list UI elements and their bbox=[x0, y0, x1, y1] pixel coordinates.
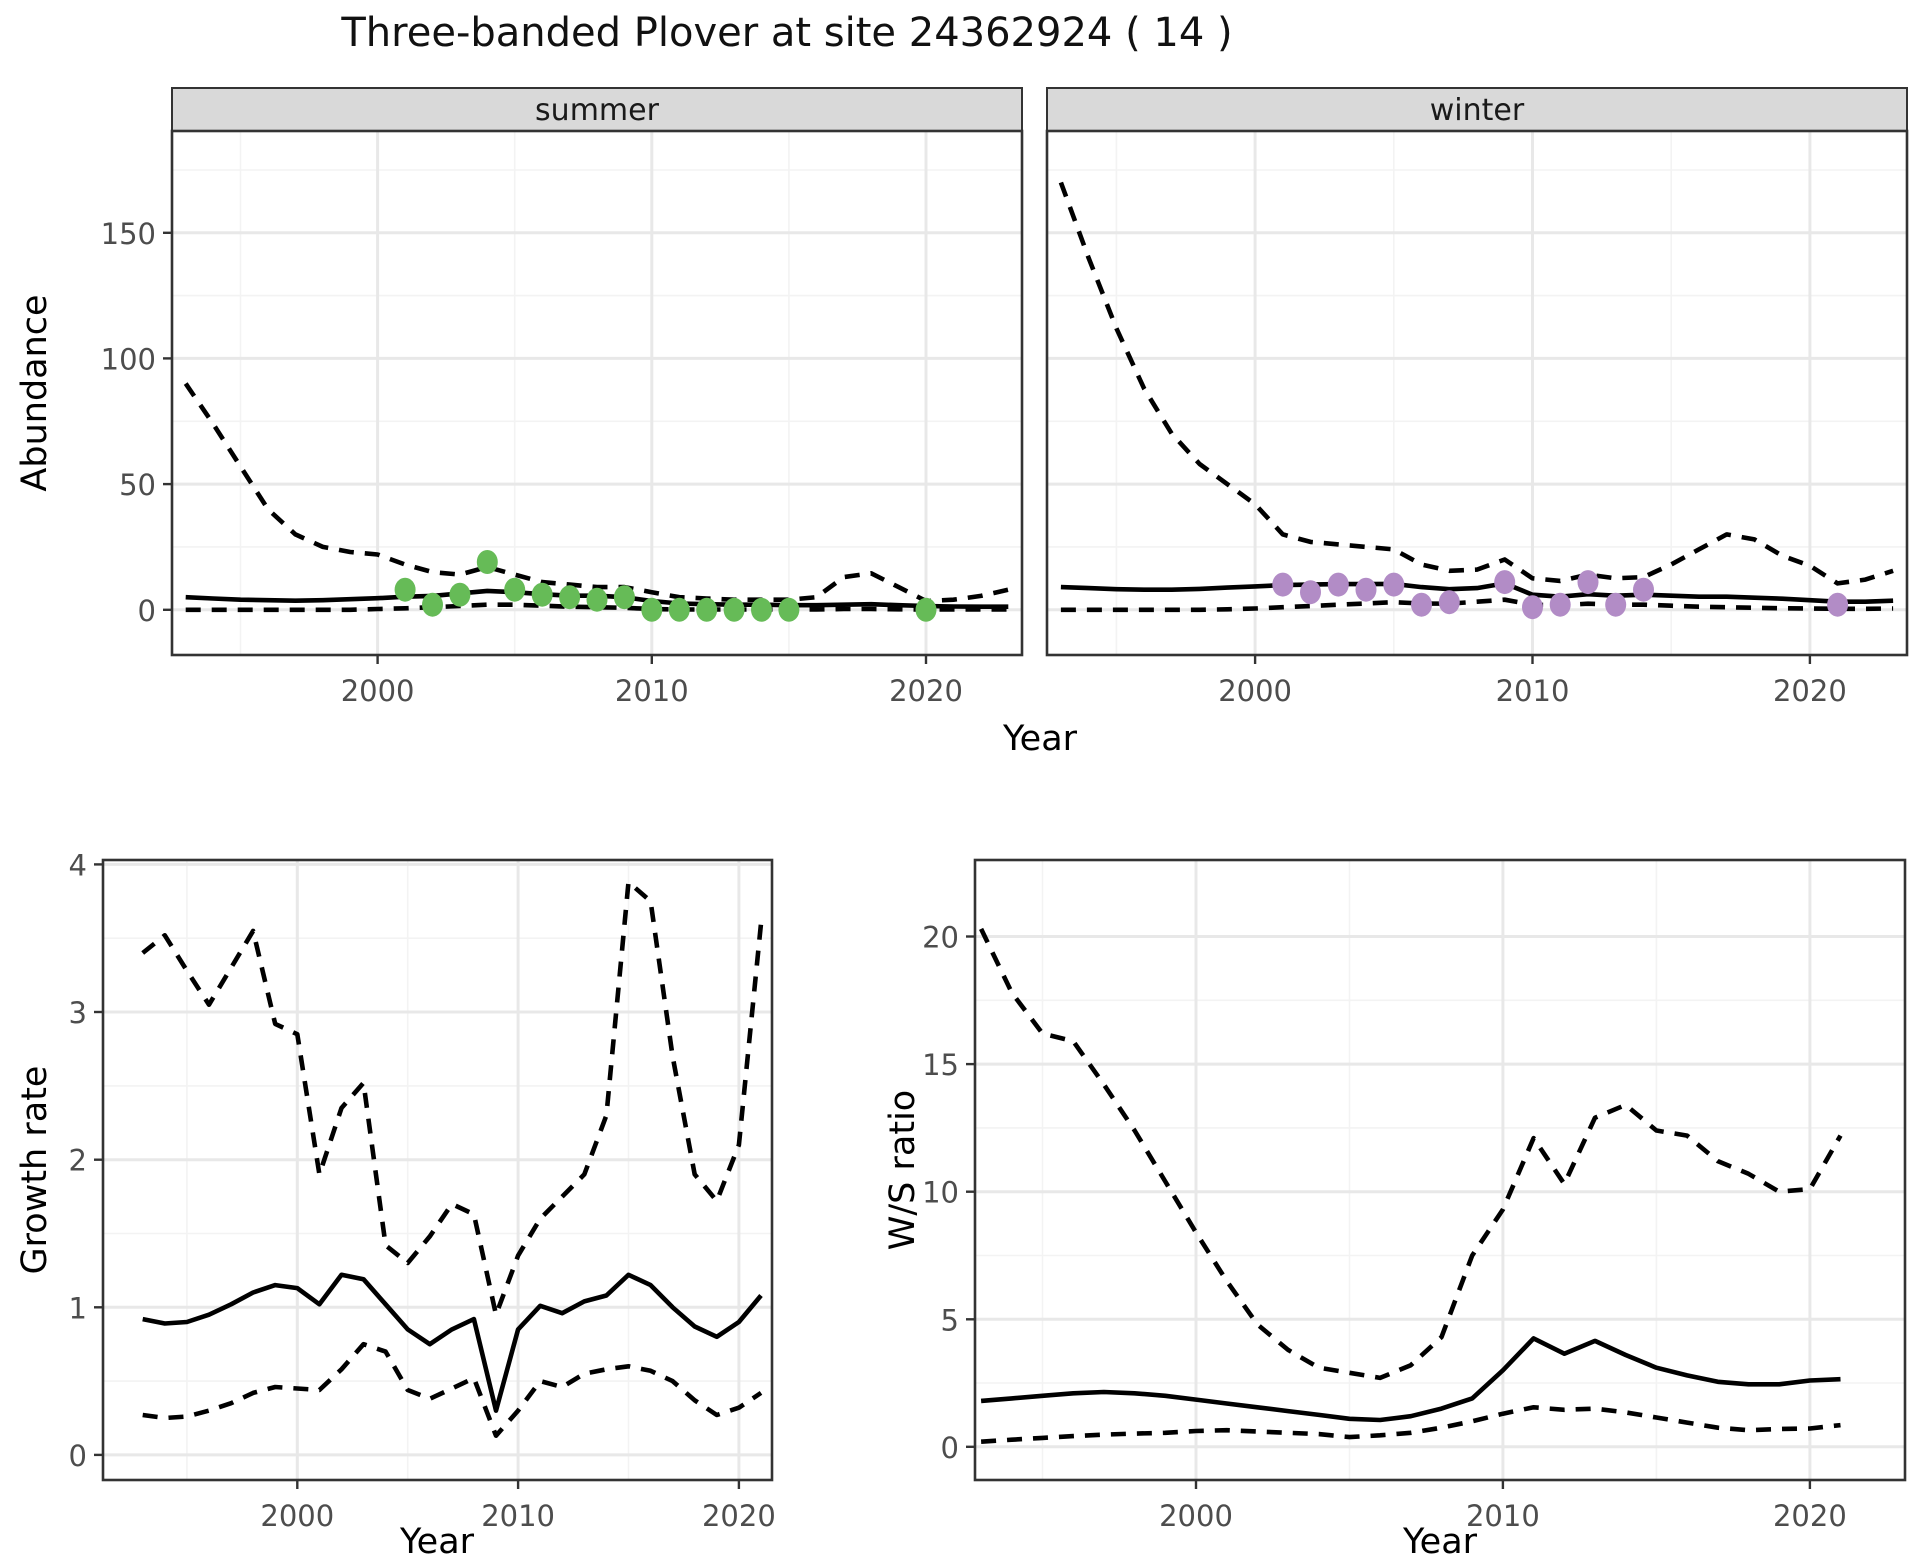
abundance_winter-observed-point bbox=[1494, 570, 1516, 595]
x-tick-label: 2000 bbox=[1159, 1499, 1233, 1533]
abundance_winter-observed-point bbox=[1383, 572, 1405, 597]
panel-background bbox=[1047, 131, 1907, 655]
x-tick-label: 2020 bbox=[1773, 674, 1847, 708]
abundance_winter-observed-point bbox=[1633, 577, 1654, 602]
abundance_winter-observed-point bbox=[1577, 570, 1599, 595]
abundance_winter-upper_ci-line bbox=[1058, 181, 1894, 586]
y-tick-label: 1 bbox=[69, 1291, 87, 1325]
abundance_winter-observed-point bbox=[1300, 580, 1321, 605]
abundance_summer-observed-point bbox=[449, 582, 471, 607]
abundance_summer-observed-point bbox=[586, 587, 608, 612]
year-axis-label-bottom-left: Year bbox=[399, 1522, 475, 1560]
x-tick-label: 2020 bbox=[889, 674, 963, 708]
year-axis-label-top: Year bbox=[1002, 719, 1078, 759]
ws_ratio-lower_ci-line bbox=[980, 1405, 1841, 1444]
abundance_summer-observed-point bbox=[531, 582, 553, 607]
y-tick-label: 5 bbox=[941, 1303, 959, 1337]
panel-background bbox=[975, 860, 1905, 1480]
panel-abundance-summer: 2000 2010 2020 0 50 100 150 bbox=[101, 129, 1024, 708]
growth_rate-lower_ci-line bbox=[142, 1341, 763, 1438]
abundance_summer-observed-point bbox=[696, 597, 718, 622]
growth_rate-upper_ci-line bbox=[141, 879, 764, 1317]
abundance_winter-observed-point bbox=[1438, 590, 1460, 615]
x-tick-label: 2000 bbox=[260, 1499, 334, 1533]
facet-strip-summer bbox=[171, 87, 1023, 132]
y-tick-label: 10 bbox=[922, 1176, 959, 1210]
abundance_summer-observed-point bbox=[559, 585, 581, 610]
y-tick-label: 15 bbox=[922, 1048, 959, 1082]
y-tick-label: 0 bbox=[138, 594, 156, 628]
abundance_summer-observed-point bbox=[613, 585, 635, 610]
panel-ws-ratio: 2000 2010 2020 0 5 10 15 20 bbox=[922, 858, 1907, 1533]
abundance_summer-observed-point bbox=[504, 577, 526, 602]
abundance_summer-observed-point bbox=[422, 592, 443, 617]
ws-ratio-axis-label: W/S ratio bbox=[883, 1090, 923, 1250]
panel-background bbox=[103, 860, 772, 1480]
abundance_summer-observed-point bbox=[751, 597, 772, 622]
ws_ratio-median-line bbox=[980, 1336, 1841, 1423]
panel-growth-rate: 2000 2010 2020 0 1 2 3 4 bbox=[69, 848, 776, 1533]
abundance_summer-observed-point bbox=[641, 597, 663, 622]
abundance_summer-observed-point bbox=[394, 577, 416, 602]
plot-title: Three-banded Plover at site 24362924 ( 1… bbox=[340, 10, 1232, 56]
facet-strip-winter bbox=[1046, 87, 1908, 132]
x-tick-label: 2010 bbox=[481, 1499, 555, 1533]
abundance_winter-median-line bbox=[1060, 581, 1894, 604]
x-tick-label: 2010 bbox=[1496, 674, 1570, 708]
growth_rate-median-line bbox=[142, 1272, 763, 1413]
abundance_summer-observed-point bbox=[723, 597, 745, 622]
abundance_summer-observed-point bbox=[668, 597, 690, 622]
x-tick-label: 2010 bbox=[615, 674, 689, 708]
y-tick-label: 0 bbox=[941, 1431, 959, 1465]
y-tick-label: 150 bbox=[101, 217, 156, 251]
panel-border bbox=[170, 129, 1024, 657]
panel-border bbox=[1045, 129, 1909, 657]
abundance_winter-observed-point bbox=[1411, 592, 1432, 617]
ws_ratio-upper_ci-line bbox=[979, 927, 1843, 1381]
y-tick-label: 4 bbox=[69, 848, 87, 882]
x-tick-label: 2020 bbox=[1773, 1499, 1847, 1533]
abundance_winter-observed-point bbox=[1827, 592, 1849, 617]
y-tick-label: 50 bbox=[119, 468, 156, 502]
abundance_summer-observed-point bbox=[915, 597, 937, 622]
growth-rate-axis-label: Growth rate bbox=[15, 1066, 55, 1275]
y-tick-label: 100 bbox=[101, 342, 156, 376]
y-tick-label: 2 bbox=[69, 1144, 87, 1178]
abundance_winter-observed-point bbox=[1355, 577, 1377, 602]
abundance_winter-observed-point bbox=[1272, 572, 1294, 597]
facet-strip-winter-label: winter bbox=[1430, 93, 1525, 128]
abundance_winter-observed-point bbox=[1605, 592, 1627, 617]
abundance-axis-label: Abundance bbox=[15, 294, 55, 491]
y-tick-label: 3 bbox=[69, 996, 87, 1030]
panel-background bbox=[172, 131, 1022, 655]
abundance_summer-upper_ci-line bbox=[183, 382, 1009, 604]
x-tick-label: 2000 bbox=[341, 674, 415, 708]
abundance_summer-lower_ci-line bbox=[185, 602, 1009, 613]
panel-abundance-winter: 2000 2010 2020 bbox=[1045, 129, 1909, 708]
abundance_winter-observed-point bbox=[1522, 595, 1543, 620]
abundance_winter-lower_ci-line bbox=[1060, 597, 1894, 613]
year-axis-label-bottom-right: Year bbox=[1402, 1522, 1478, 1560]
panel-border bbox=[101, 858, 774, 1482]
x-tick-label: 2000 bbox=[1218, 674, 1292, 708]
abundance_summer-observed-point bbox=[778, 597, 800, 622]
x-tick-label: 2020 bbox=[702, 1499, 776, 1533]
panel-border bbox=[973, 858, 1907, 1482]
abundance_winter-observed-point bbox=[1549, 592, 1571, 617]
facet-strip-summer-label: summer bbox=[535, 93, 660, 128]
y-tick-label: 20 bbox=[922, 921, 959, 955]
x-tick-label: 2010 bbox=[1466, 1499, 1540, 1533]
abundance_winter-observed-point bbox=[1327, 572, 1349, 597]
abundance_summer-observed-point bbox=[476, 550, 498, 574]
y-tick-label: 0 bbox=[69, 1439, 87, 1473]
